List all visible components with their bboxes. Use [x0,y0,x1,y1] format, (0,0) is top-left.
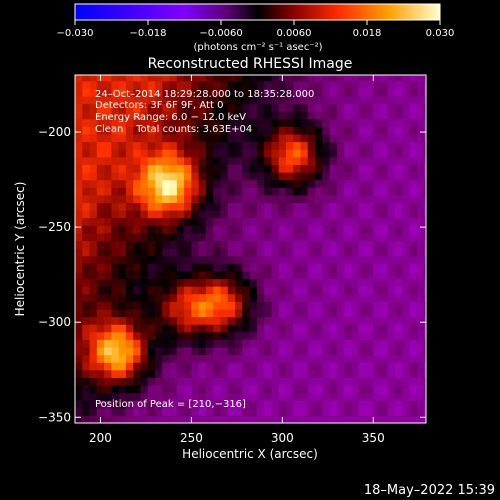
annotation-energy-range: Energy Range: 6.0 − 12.0 keV [95,112,246,123]
x-axis-label: Heliocentric X (arcsec) [182,447,318,461]
x-axis-ticks: 200 250 300 350 [89,75,385,445]
y-tick-label: −200 [38,125,71,139]
colorbar-tick-label: −0.0060 [199,28,242,39]
plot-frame [74,74,427,424]
annotation-detectors: Detectors: 3F 6F 9F, Att 0 [95,100,223,111]
y-axis-ticks: −200 −250 −300 −350 [38,125,426,424]
x-tick-label: 250 [180,431,203,445]
colorbar-ticks: −0.030 −0.018 −0.0060 0.0060 0.018 0.030 [56,20,454,39]
x-tick-label: 200 [89,431,112,445]
x-tick-label: 350 [362,431,385,445]
annotation-counts: Clean Total counts: 3.63E+04 [95,124,252,135]
y-tick-label: −350 [38,410,71,424]
annotation-peak-position: Position of Peak = [210,−316] [95,399,246,410]
plot-annotations: 24–Oct–2014 18:29:28.000 to 18:35:28.000… [95,89,314,410]
footer-timestamp: 18–May–2022 15:39 [364,483,495,498]
colorbar-tick-label: −0.018 [129,28,166,39]
heatmap-image [75,75,426,423]
colorbar-units-label: (photons cm⁻² s⁻¹ asec⁻²) [193,42,322,53]
y-axis-label: Heliocentric Y (arcsec) [13,182,27,317]
x-tick-label: 300 [271,431,294,445]
colorbar-tick-label: 0.018 [353,28,382,39]
colorbar-tick-label: 0.0060 [277,28,312,39]
y-tick-label: −250 [38,220,71,234]
colorbar-tick-label: −0.030 [56,28,93,39]
chart-title: Reconstructed RHESSI Image [148,56,353,72]
annotation-time-range: 24–Oct–2014 18:29:28.000 to 18:35:28.000 [95,89,314,100]
colorbar [74,3,441,21]
y-tick-label: −300 [38,315,71,329]
colorbar-tick-label: 0.030 [426,28,455,39]
